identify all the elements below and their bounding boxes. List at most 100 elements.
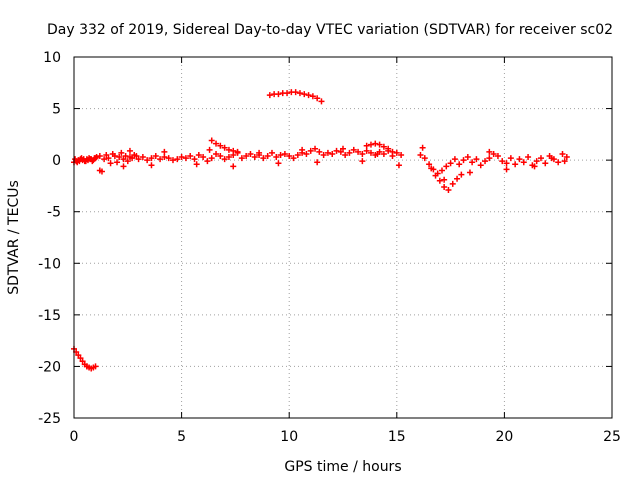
- data-point: [157, 156, 164, 163]
- data-point: [221, 156, 228, 163]
- data-point: [195, 151, 202, 158]
- data-point: [428, 165, 435, 172]
- data-point: [355, 148, 362, 155]
- data-point: [191, 156, 198, 163]
- data-point: [466, 169, 473, 176]
- data-point: [182, 155, 189, 162]
- y-tick-label: -10: [38, 256, 61, 272]
- data-point: [93, 154, 100, 161]
- data-point: [72, 156, 79, 163]
- x-tick-label: 0: [70, 429, 79, 445]
- data-point: [372, 140, 379, 147]
- data-point: [193, 161, 200, 168]
- data-point: [441, 183, 448, 190]
- data-point: [120, 156, 127, 163]
- data-point: [449, 180, 456, 187]
- data-point: [486, 155, 493, 162]
- data-point: [473, 156, 480, 163]
- data-point: [286, 153, 293, 160]
- data-point: [525, 154, 532, 161]
- data-point: [148, 162, 155, 169]
- data-point: [96, 153, 103, 160]
- data-point: [206, 146, 213, 153]
- data-point: [126, 147, 133, 154]
- data-point: [507, 155, 514, 162]
- data-point: [122, 153, 129, 160]
- data-point: [503, 166, 510, 173]
- data-point: [559, 150, 566, 157]
- data-point: [314, 95, 321, 102]
- data-point: [516, 156, 523, 163]
- data-point: [367, 141, 374, 148]
- data-point: [359, 158, 366, 165]
- data-point: [520, 159, 527, 166]
- data-point: [76, 158, 83, 165]
- data-point: [294, 151, 301, 158]
- data-point: [284, 90, 291, 97]
- data-point: [292, 89, 299, 96]
- data-point: [105, 155, 112, 162]
- data-point: [512, 161, 519, 168]
- data-point: [277, 151, 284, 158]
- data-point: [133, 153, 140, 160]
- data-point: [208, 137, 215, 144]
- data-point: [531, 163, 538, 170]
- data-point: [451, 156, 458, 163]
- data-point: [417, 151, 424, 158]
- data-point: [443, 163, 450, 170]
- data-point: [135, 156, 142, 163]
- data-point: [200, 154, 207, 161]
- data-point: [161, 154, 168, 161]
- data-point: [314, 159, 321, 166]
- data-point: [333, 147, 340, 154]
- data-point: [169, 157, 176, 164]
- data-point: [393, 149, 400, 156]
- data-point: [208, 155, 215, 162]
- data-point: [542, 160, 549, 167]
- data-point: [101, 156, 108, 163]
- data-point: [213, 140, 220, 147]
- data-point: [376, 141, 383, 148]
- data-point: [307, 147, 314, 154]
- data-point: [460, 157, 467, 164]
- data-point: [438, 167, 445, 174]
- data-point: [337, 148, 344, 155]
- data-point: [482, 158, 489, 165]
- data-point: [305, 92, 312, 99]
- data-point: [503, 160, 510, 167]
- chart-title: Day 332 of 2019, Sidereal Day-to-day VTE…: [47, 22, 613, 38]
- data-point: [318, 98, 325, 105]
- plot-frame: [73, 56, 613, 419]
- data-point: [419, 144, 426, 151]
- x-tick-label: 25: [603, 429, 621, 445]
- data-point: [490, 150, 497, 157]
- data-point: [111, 153, 118, 160]
- data-point: [148, 155, 155, 162]
- data-point: [359, 150, 366, 157]
- y-tick-label: -20: [38, 359, 61, 375]
- data-point: [380, 150, 387, 157]
- data-points: [71, 89, 570, 372]
- data-point: [92, 363, 99, 370]
- data-point: [103, 151, 110, 158]
- data-point: [243, 153, 250, 160]
- data-point: [447, 160, 454, 167]
- data-point: [238, 155, 245, 162]
- data-point: [389, 148, 396, 155]
- data-point: [299, 146, 306, 153]
- data-point: [98, 168, 105, 175]
- data-point: [234, 148, 241, 155]
- data-point: [464, 154, 471, 161]
- data-point: [363, 142, 370, 149]
- y-tick-label: -5: [47, 205, 61, 221]
- data-point: [120, 163, 127, 170]
- data-point: [363, 147, 370, 154]
- data-point: [213, 150, 220, 157]
- data-point: [555, 159, 562, 166]
- data-point: [469, 159, 476, 166]
- data-point: [312, 145, 319, 152]
- data-point: [225, 154, 232, 161]
- x-tick-label: 10: [280, 429, 298, 445]
- data-point: [114, 159, 121, 166]
